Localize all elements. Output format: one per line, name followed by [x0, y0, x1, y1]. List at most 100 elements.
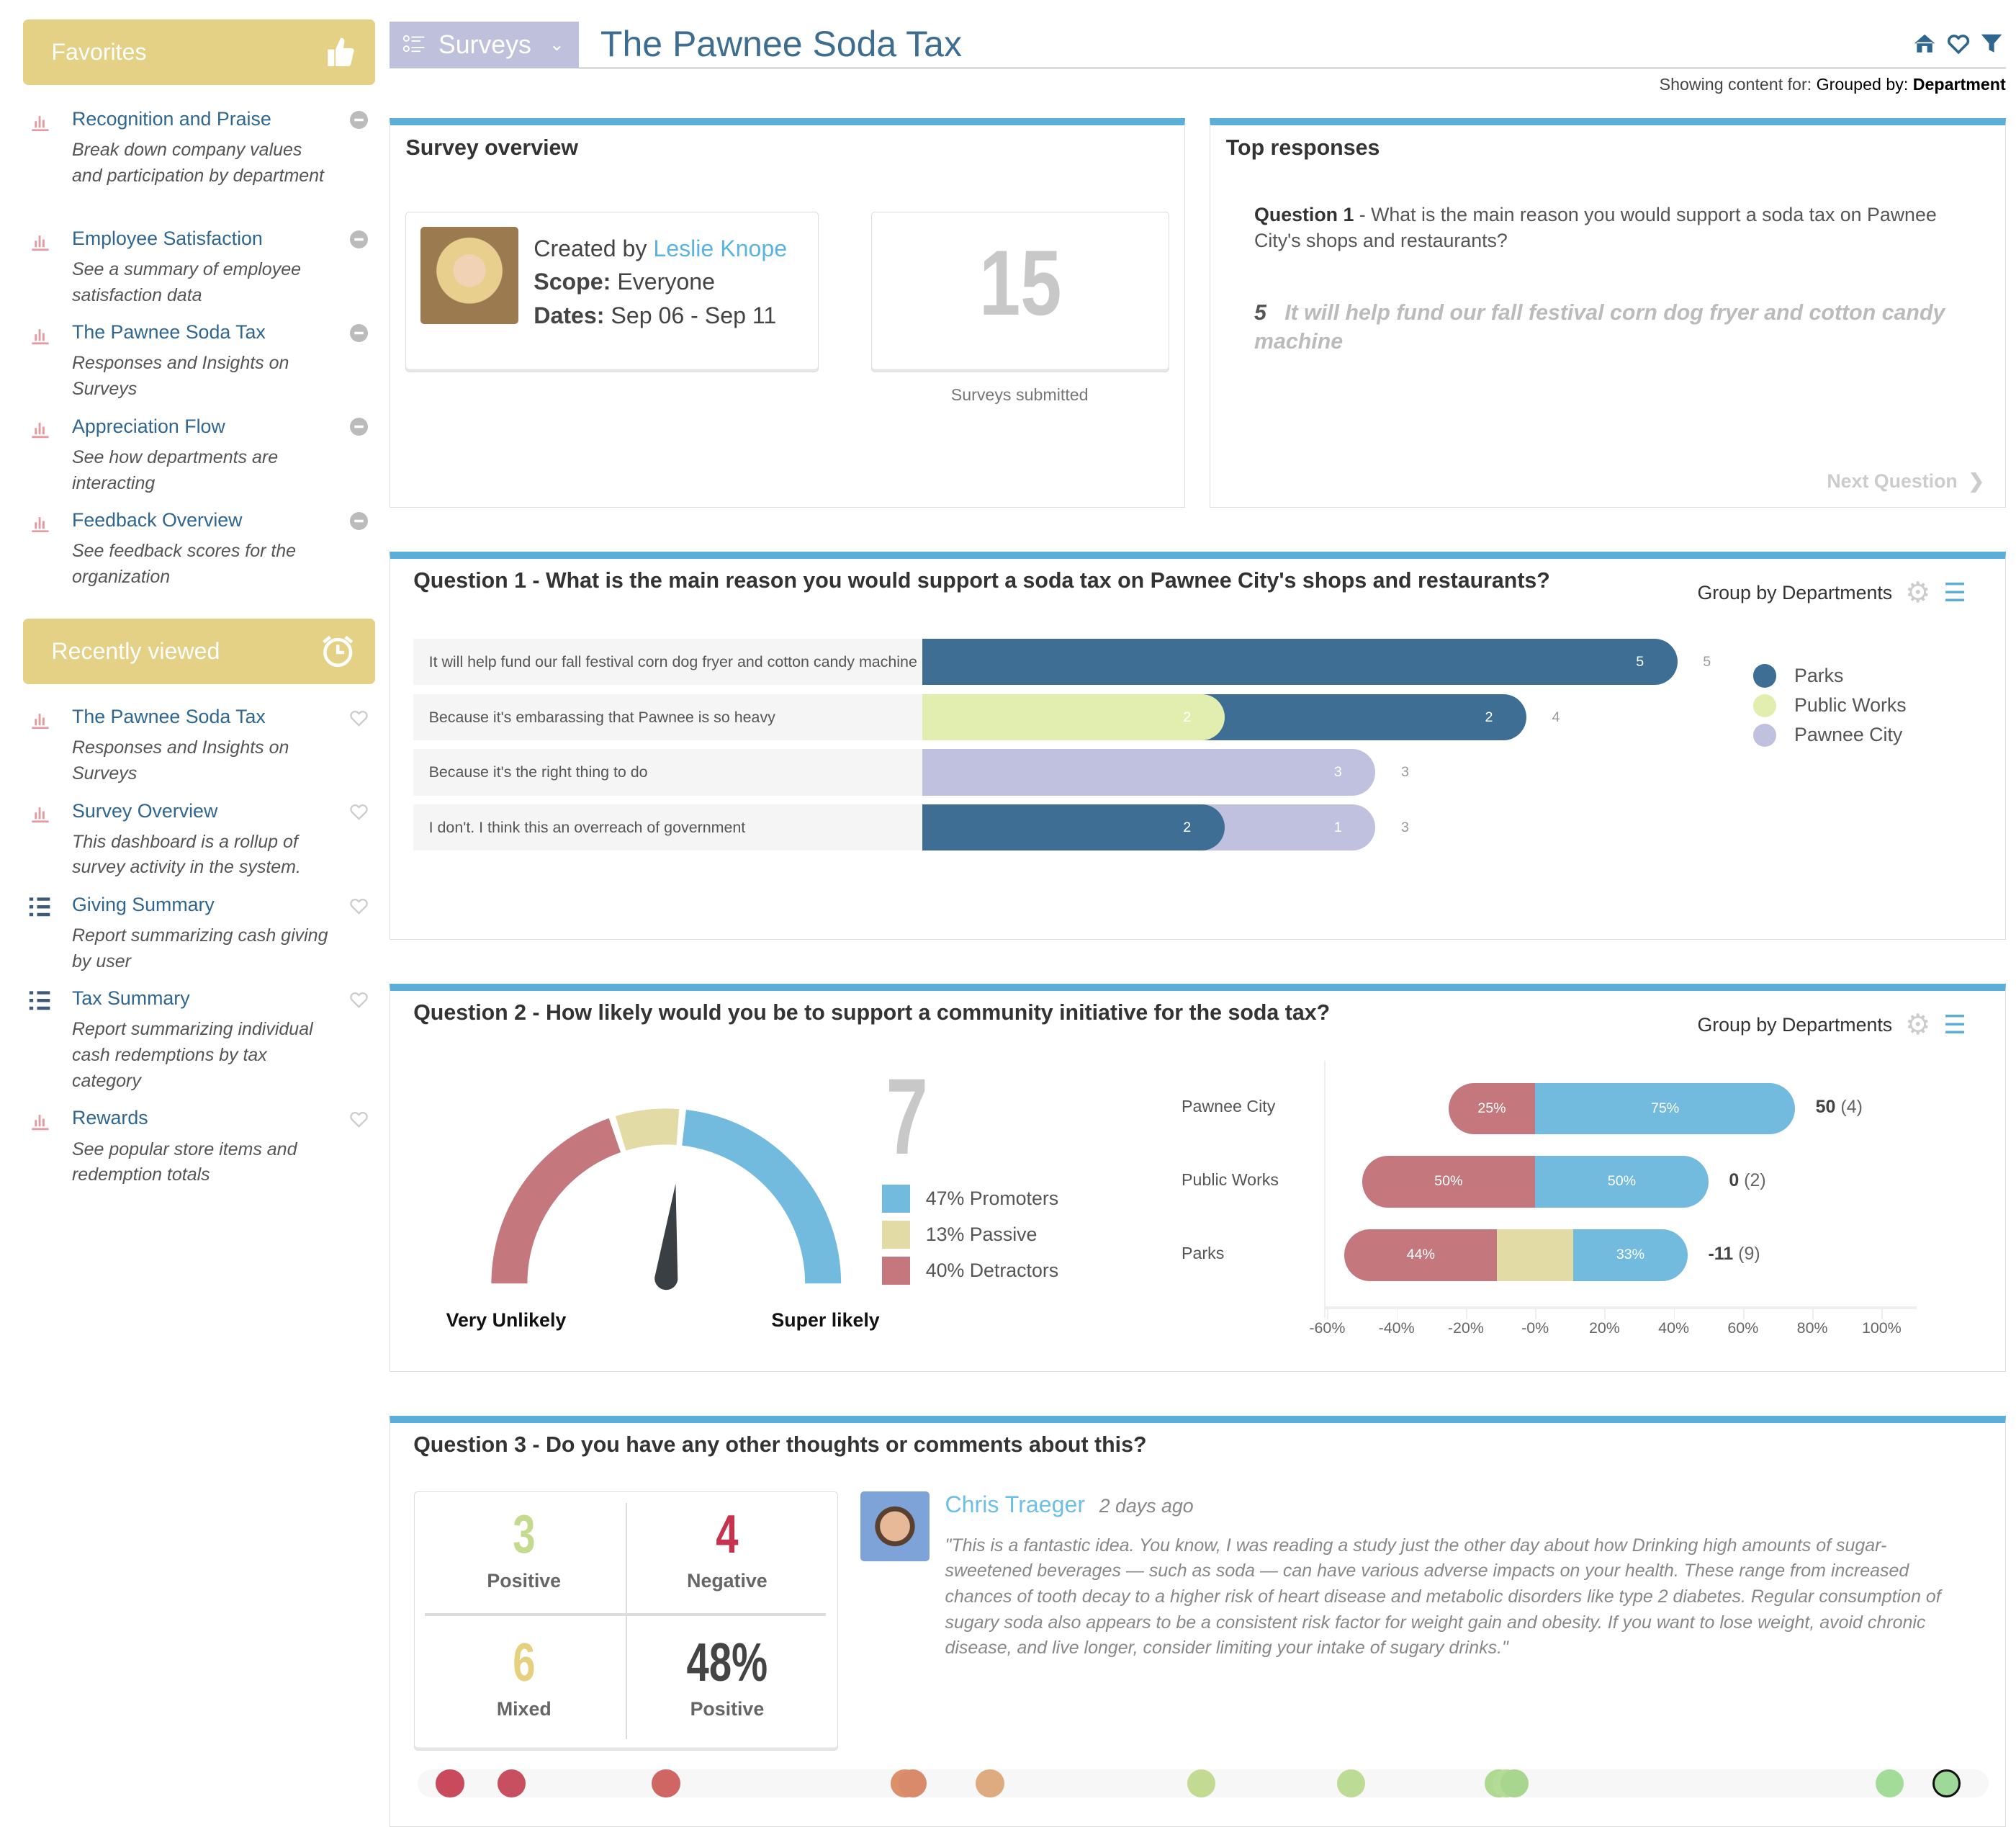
gear-icon[interactable]: ⚙	[1905, 577, 1931, 609]
sentiment-dot[interactable]	[1336, 1769, 1366, 1798]
category-label: Because it's embarassing that Pawnee is …	[413, 693, 923, 740]
gridline	[1604, 1308, 1606, 1320]
x-tick-label: 40%	[1658, 1319, 1690, 1337]
bar-segment-parks[interactable]: 2	[922, 804, 1225, 851]
sidebar-item-desc: Responses and Insights on Surveys	[71, 353, 289, 400]
sidebar-item-title[interactable]: The Pawnee Soda Tax	[71, 706, 266, 728]
category-label: Public Works	[1182, 1170, 1279, 1189]
bar-segment-detractors[interactable]: 25%	[1448, 1082, 1536, 1134]
sidebar-item-desc: Report summarizing cash giving by user	[71, 925, 328, 971]
thumbs-up-icon	[328, 37, 354, 66]
commenter-name[interactable]: Chris Traeger 2 days ago	[945, 1491, 1194, 1518]
creator-link[interactable]: Leslie Knope	[653, 235, 788, 261]
remove-favorite-icon[interactable]	[349, 110, 368, 129]
legend-detractors: 40% Detractors	[881, 1256, 1058, 1285]
gear-icon[interactable]: ⚙	[1905, 1009, 1931, 1041]
sentiment-dot[interactable]	[1500, 1769, 1529, 1798]
category-label: It will help fund our fall festival corn…	[413, 638, 923, 686]
sidebar-item-title[interactable]: Rewards	[71, 1107, 148, 1129]
heart-icon[interactable]	[349, 897, 368, 915]
commenter-avatar	[860, 1491, 930, 1561]
sentiment-dot[interactable]	[436, 1769, 464, 1798]
sidebar-item-title[interactable]: Tax Summary	[71, 987, 190, 1010]
recently-viewed-header[interactable]: Recently viewed	[23, 618, 376, 684]
grouping-context: Showing content for: Grouped by: Departm…	[1659, 74, 2006, 94]
row-total: 5	[1703, 653, 1711, 670]
legend-public-works: Public Works	[1752, 693, 1907, 717]
bar-segment-detractors[interactable]: 50%	[1362, 1156, 1536, 1208]
heart-icon[interactable]	[349, 1110, 368, 1128]
row-total: 3	[1400, 820, 1409, 836]
row-total: 4	[1552, 709, 1560, 725]
gauge-low-label: Very Unlikely	[446, 1308, 567, 1331]
row-total: 3	[1400, 764, 1409, 781]
heart-icon[interactable]	[349, 802, 368, 821]
sidebar-item-title[interactable]: Giving Summary	[71, 894, 215, 916]
sentiment-dot[interactable]	[1875, 1769, 1904, 1798]
surveys-count-label: Surveys submitted	[950, 385, 1089, 404]
heart-icon[interactable]	[349, 709, 368, 727]
bar-segment-promoters[interactable]: 33%	[1573, 1229, 1688, 1281]
nps-department-score: -11 (9)	[1708, 1243, 1760, 1264]
sentiment-summary: 3 Positive 4 Negative 6 Mixed 48% Positive	[413, 1491, 839, 1751]
x-tick-label: 20%	[1588, 1319, 1620, 1337]
bar-chart-icon	[28, 709, 51, 730]
sentiment-dot[interactable]	[1932, 1769, 1961, 1798]
sentiment-dot[interactable]	[899, 1769, 927, 1798]
remove-favorite-icon[interactable]	[349, 418, 368, 436]
chart-row: I don't. I think this an overreach of go…	[413, 804, 1699, 851]
surveys-count-card: 15	[870, 211, 1170, 373]
top-question: Question 1 - What is the main reason you…	[1254, 204, 1937, 252]
chart-row: Because it's the right thing to do 3 3	[413, 749, 1699, 796]
surveys-module-dropdown[interactable]: Surveys ⌄	[390, 22, 579, 68]
sidebar-item-title[interactable]: The Pawnee Soda Tax	[71, 321, 266, 344]
favorites-label: Favorites	[51, 38, 147, 65]
favorites-header[interactable]: Favorites	[23, 19, 376, 85]
sidebar-item-title[interactable]: Recognition and Praise	[71, 107, 271, 130]
bar-segment-pawnee-city[interactable]: 3	[922, 749, 1376, 796]
bar-segment-promoters[interactable]: 50%	[1535, 1156, 1709, 1208]
sidebar-item-desc: This dashboard is a rollup of survey act…	[71, 831, 301, 878]
sidebar-item-desc: See feedback scores for the organization	[71, 541, 297, 587]
next-question-button[interactable]: Next Question ❯	[1827, 470, 1985, 492]
heart-icon[interactable]	[349, 990, 368, 1008]
sentiment-dot[interactable]	[652, 1769, 680, 1798]
sidebar-item-title[interactable]: Feedback Overview	[71, 509, 243, 531]
gridline	[1465, 1308, 1467, 1320]
home-icon[interactable]	[1913, 33, 1936, 54]
gauge-segment-passive	[615, 1108, 680, 1151]
x-tick-label: 60%	[1727, 1319, 1759, 1337]
bar-segment-public-works[interactable]: 2	[922, 693, 1225, 740]
remove-favorite-icon[interactable]	[349, 230, 368, 248]
sidebar-item-title[interactable]: Appreciation Flow	[71, 415, 225, 437]
sidebar-item-title[interactable]: Survey Overview	[71, 799, 218, 822]
list-view-icon[interactable]: ☰	[1943, 1010, 1967, 1040]
question-3-panel: Question 3 - Do you have any other thoug…	[390, 1416, 2006, 1827]
bar-chart-icon	[28, 230, 51, 251]
heart-icon[interactable]	[1947, 33, 1970, 54]
sidebar-item-title[interactable]: Employee Satisfaction	[71, 228, 263, 250]
question-2-panel: Question 2 - How likely would you be to …	[390, 984, 2006, 1373]
category-label: I don't. I think this an overreach of go…	[413, 804, 923, 851]
bar-segment-parks[interactable]: 5	[922, 638, 1678, 686]
chevron-down-icon: ⌄	[549, 35, 564, 55]
bar-segment-passive[interactable]	[1497, 1229, 1574, 1281]
remove-favorite-icon[interactable]	[349, 324, 368, 342]
bar-segment-detractors[interactable]: 44%	[1344, 1229, 1498, 1281]
category-label: Pawnee City	[1182, 1097, 1276, 1116]
filter-icon[interactable]	[1980, 33, 2003, 54]
bar-segment-promoters[interactable]: 75%	[1535, 1082, 1796, 1134]
legend-pawnee-city: Pawnee City	[1752, 723, 1902, 747]
recently-viewed-label: Recently viewed	[51, 637, 220, 664]
panel-title: Top responses	[1225, 135, 1380, 160]
x-tick-label: 80%	[1796, 1319, 1828, 1337]
sentiment-dot[interactable]	[976, 1769, 1004, 1798]
list-view-icon[interactable]: ☰	[1943, 578, 1967, 608]
remove-favorite-icon[interactable]	[349, 511, 368, 530]
sentiment-dot[interactable]	[498, 1769, 526, 1798]
sidebar-item-desc: See a summary of employee satisfaction d…	[71, 259, 301, 305]
sentiment-dot[interactable]	[1187, 1769, 1216, 1798]
gauge-high-label: Super likely	[771, 1308, 880, 1331]
y-axis	[1324, 1061, 1326, 1319]
survey-overview-panel: Survey overview Created by Leslie Knope …	[390, 118, 1186, 508]
